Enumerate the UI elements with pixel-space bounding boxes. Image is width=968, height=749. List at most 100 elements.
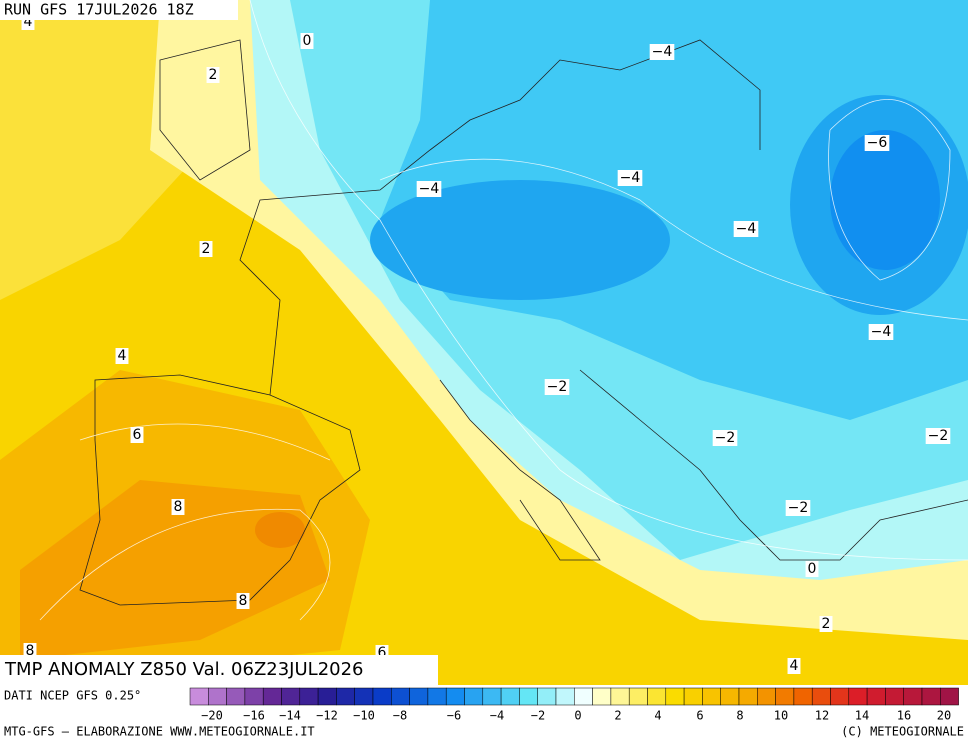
colorbar-tick-label: 16 [897, 709, 911, 723]
colorbar-swatch [519, 687, 538, 706]
colorbar-swatch [848, 687, 868, 706]
contour-label-text: −4 [652, 44, 673, 60]
contour-label: −2 [712, 430, 738, 446]
colorbar-tick-label: 10 [774, 709, 788, 723]
colorbar-swatch [885, 687, 904, 706]
colorbar-swatch [391, 687, 410, 706]
contour-label-text: −2 [715, 430, 736, 446]
colorbar-swatch [866, 687, 886, 706]
contour-label-text: 6 [133, 427, 142, 443]
coastline [239, 39, 761, 396]
colorbar-tick-label: −10 [353, 709, 375, 723]
contour-label-text: 8 [174, 499, 183, 515]
colorbar-swatch [427, 687, 447, 706]
colorbar-swatch [702, 687, 721, 706]
colorbar-swatch [757, 687, 776, 706]
contour-label-box [300, 33, 314, 49]
colorbar-swatch [409, 687, 429, 706]
coastline [159, 39, 251, 181]
colorbar-tick-label: 4 [654, 709, 661, 723]
colorbar-tick-label: −16 [243, 709, 265, 723]
contour-label: −4 [617, 170, 643, 186]
contour-label: 2 [199, 241, 213, 257]
colorbar-swatch [683, 687, 703, 706]
contour-label: 8 [236, 593, 250, 609]
cold-field [380, 0, 968, 420]
title-box [0, 655, 438, 685]
colorbar-swatch [830, 687, 850, 706]
colorbar-swatch [336, 687, 355, 706]
contour-label: 6 [130, 427, 144, 443]
contour-label: 0 [805, 561, 819, 577]
colorbar-swatch [940, 687, 959, 706]
contour-label-text: 4 [118, 348, 127, 364]
contour-label-box [864, 135, 890, 151]
colorbar-tick-label: 14 [855, 709, 869, 723]
credit-label: MTG-GFS – ELABORAZIONE WWW.METEOGIORNALE… [4, 725, 315, 739]
contour-label: −4 [868, 324, 894, 340]
copyright-label: (C) METEOGIORNALE [841, 725, 964, 739]
colorbar-swatch [445, 687, 465, 706]
colorbar-swatch [464, 687, 484, 706]
contour-label-text: −6 [867, 135, 888, 151]
coastline [579, 369, 968, 561]
colorbar-swatch [281, 687, 301, 706]
contour-label: −4 [733, 221, 759, 237]
map: 4 0 −4 2 −6 −4 −4 −4 2 −4 4 −2 6 −2 −2 8 −2 0 8 2 8 6 4 [0, 0, 968, 685]
contour-label-text: −4 [419, 181, 440, 197]
colorbar-swatch [537, 687, 557, 706]
contour-label-text: 2 [209, 67, 218, 83]
contour-label-text: 4 [24, 14, 33, 30]
contour-label-text: −2 [788, 500, 809, 516]
contour-label-box [805, 561, 819, 577]
contour-labels: 4 0 −4 2 −6 −4 −4 −4 2 −4 4 −2 6 −2 −2 8 −2 0 8 2 8 6 4 [21, 14, 951, 674]
colorbar-swatch [793, 687, 813, 706]
colorbar-swatch [208, 687, 227, 706]
contour-label-box [617, 170, 643, 186]
isotherm [79, 423, 331, 461]
contour-label-text: 6 [378, 645, 387, 661]
colorbar-tick-label: −2 [531, 709, 545, 723]
contour-label-box [130, 427, 144, 443]
contour-label-box [544, 379, 570, 395]
colorbar: −20 −16 −14 −12 −10 −8 −6 −4 −2 0 2 4 6 8 10 12 14 16 20 [189, 687, 959, 723]
contour-label-box [819, 616, 833, 632]
colorbar-swatch [189, 687, 209, 706]
contour-label-box [206, 67, 220, 83]
contour-label-box [925, 428, 951, 444]
colorbar-swatch [592, 687, 612, 706]
isotherm [249, 0, 968, 561]
colorbar-swatch [372, 687, 392, 706]
contour-label-text: 2 [822, 616, 831, 632]
colorbar-swatch [500, 687, 520, 706]
header-box [0, 0, 238, 20]
colorbar-tick-label: 0 [574, 709, 581, 723]
colorbar-swatch [903, 687, 923, 706]
contour-label: −4 [649, 44, 675, 60]
colorbar-swatch [299, 687, 319, 706]
contour-label-box [171, 499, 185, 515]
contour-label-box [733, 221, 759, 237]
contour-label-box [199, 241, 213, 257]
colorbar-tick-label: −4 [490, 709, 504, 723]
map-title: TMP ANOMALY Z850 Val. 06Z23JUL2026 [4, 659, 364, 680]
contour-label: −6 [864, 135, 890, 151]
isotherm [39, 508, 331, 621]
contour-label: −4 [416, 181, 442, 197]
colorbar-swatch [317, 687, 337, 706]
contour-label-box [868, 324, 894, 340]
isotherm [379, 158, 968, 321]
colorbar-swatch [647, 687, 667, 706]
contour-label-text: 0 [303, 33, 312, 49]
colorbar-tick-label: 2 [614, 709, 621, 723]
cold-core [370, 180, 670, 300]
contour-label: −2 [785, 500, 811, 516]
colorbar-tick-label: −12 [316, 709, 338, 723]
contour-label-text: 8 [26, 643, 35, 659]
colorbar-swatch [555, 687, 575, 706]
coastline [439, 379, 601, 561]
colorbar-swatch [262, 687, 282, 706]
warm-field [20, 480, 330, 660]
contour-label: 2 [206, 67, 220, 83]
